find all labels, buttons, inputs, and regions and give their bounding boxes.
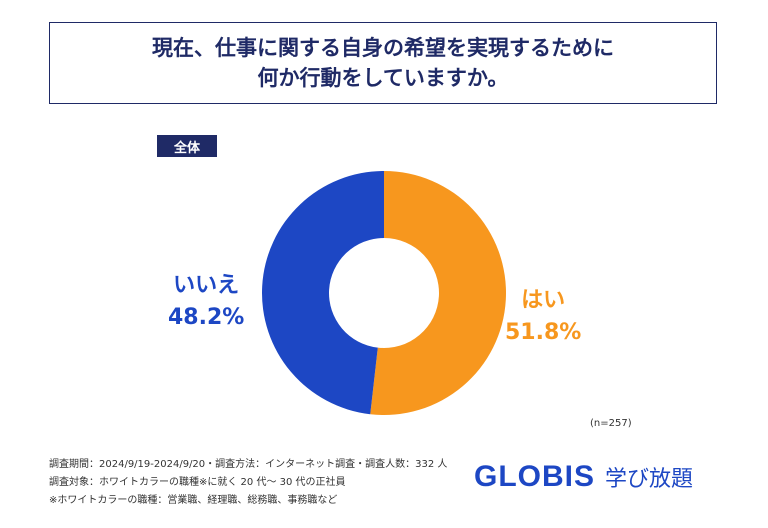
chart-title: 現在、仕事に関する自身の希望を実現するために 何か行動をしていますか。 [49,22,717,104]
footer-notes: 調査期間：2024/9/19-2024/9/20・調査方法：インターネット調査・… [49,456,447,510]
label-no-category: いいえ [173,273,240,298]
logo-brand: GLOBIS [474,460,596,493]
label-no: いいえ 48.2% [168,270,244,334]
label-yes-value: 51.8% [505,320,582,345]
logo-service: 学び放題 [605,467,694,492]
sample-size: (n=257) [590,418,632,429]
label-yes: はい 51.8% [505,285,581,349]
title-line-1: 現在、仕事に関する自身の希望を実現するために [152,36,614,60]
footer-line: ※ホワイトカラーの職種：営業職、経理職、総務職、事務職など [49,495,338,506]
title-line-2: 何か行動をしていますか。 [257,66,509,90]
footer-line: 調査期間：2024/9/19-2024/9/20・調査方法：インターネット調査・… [49,459,448,470]
footer-line: 調査対象：ホワイトカラーの職種※に就く 20 代～ 30 代の正社員 [49,477,346,488]
donut-slice-yes [370,171,506,415]
donut-slice-no [262,171,384,415]
globis-logo: GLOBIS 学び放題 [474,460,693,494]
label-yes-category: はい [521,288,566,313]
label-no-value: 48.2% [168,305,245,330]
segment-badge: 全体 [157,135,217,157]
